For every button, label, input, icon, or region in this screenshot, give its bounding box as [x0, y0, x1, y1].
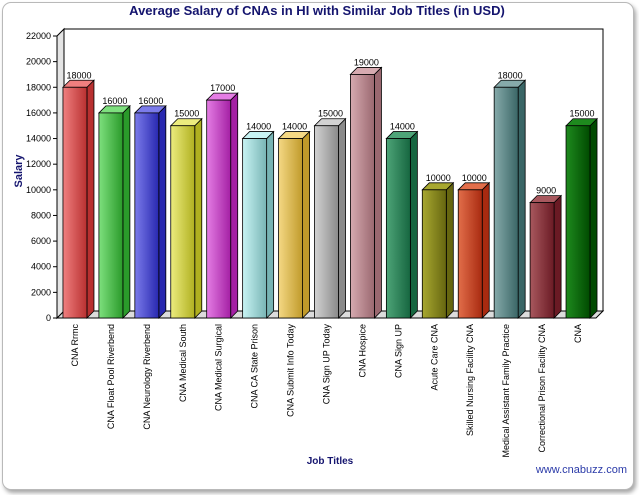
bar [421, 181, 455, 319]
y-tick-label: 2000 [31, 287, 51, 297]
value-label: 18000 [66, 70, 91, 80]
bar-front [457, 189, 483, 319]
bar [565, 117, 598, 319]
bar-side [122, 104, 131, 319]
bar-front [206, 99, 232, 319]
bar-front [278, 138, 303, 319]
category-label: Skilled Nursing Facility CNA [465, 324, 475, 436]
bar-front [170, 125, 196, 319]
y-tick-label: 12000 [26, 159, 51, 169]
bar-side [86, 79, 95, 319]
bar-side [194, 117, 203, 319]
bar-front [314, 125, 339, 319]
bar [62, 79, 95, 319]
category-label: CNA [573, 324, 583, 343]
y-tick-label: 0 [46, 313, 51, 323]
y-axis-ticks: 0 2000 4000 6000 8000 10000 12000 14000 16000 180… [26, 31, 57, 323]
value-label: 14000 [246, 122, 271, 132]
bar-side [553, 194, 562, 319]
bar-side [374, 66, 382, 319]
bar-side [338, 117, 346, 319]
y-tick-label: 16000 [26, 108, 51, 118]
y-tick-label: 8000 [31, 210, 51, 220]
value-label: 17000 [210, 83, 235, 93]
bar-front [385, 138, 411, 319]
y-tick-label: 6000 [31, 236, 51, 246]
bar [205, 92, 239, 319]
category-label: CNA CA State Prison [250, 324, 260, 409]
bar-front [350, 74, 375, 319]
category-label: CNA Medical Surgical [214, 324, 224, 411]
bar-front [242, 138, 268, 319]
bar-side [445, 181, 454, 319]
watermark-link[interactable]: www.cnabuzz.com [535, 464, 627, 476]
y-tick-label: 20000 [26, 57, 51, 67]
value-label: 10000 [426, 173, 451, 183]
bar-front [134, 112, 160, 319]
bar-side [589, 117, 598, 319]
y-tick-label: 4000 [31, 262, 51, 272]
bar-side [481, 181, 490, 319]
y-tick-label: 22000 [26, 31, 51, 41]
bar-front [565, 125, 591, 319]
value-label: 14000 [390, 122, 415, 132]
value-label: 16000 [138, 96, 163, 106]
bar [133, 104, 167, 319]
value-label: 10000 [462, 173, 487, 183]
category-label: CNA Neurology Riverbend [142, 324, 152, 430]
category-label: CNA Hospice [357, 324, 367, 378]
value-label: 15000 [318, 109, 343, 119]
bar-side [158, 104, 167, 319]
y-tick-label: 14000 [26, 134, 51, 144]
chart-title: Average Salary of CNAs in HI with Simila… [129, 3, 505, 18]
bar-front [98, 112, 124, 319]
category-label: CNA Rrmc [70, 324, 80, 367]
bar [349, 66, 383, 319]
bar [313, 117, 347, 319]
value-label: 19000 [354, 57, 379, 67]
category-label: Medical Assistant Family Practice [501, 324, 511, 458]
category-label: CNA Sign UP [393, 324, 403, 378]
category-labels: CNA Rrmc CNA Float Pool Riverbend CNA Neur… [70, 324, 583, 458]
bar-front [421, 189, 447, 319]
value-label: 15000 [570, 109, 595, 119]
bars [62, 66, 598, 319]
bar [529, 194, 563, 319]
bar-side [302, 130, 310, 319]
category-label: CNA Sign UP Today [322, 324, 332, 405]
value-label: 16000 [102, 96, 127, 106]
bar-side [230, 92, 239, 319]
bar [277, 130, 311, 319]
value-label: 14000 [282, 122, 307, 132]
y-tick-label: 10000 [26, 185, 51, 195]
category-label: CNA Float Pool Riverbend [106, 324, 116, 429]
category-label: CNA Medical South [178, 324, 188, 402]
bar [241, 130, 275, 319]
value-label: 9000 [536, 186, 556, 196]
value-label: 18000 [498, 70, 523, 80]
value-labels: 18000 16000 16000 15000 17000 14000 14000 15000… [66, 57, 594, 195]
bar-front [493, 86, 519, 319]
value-label: 15000 [174, 109, 199, 119]
x-axis-title: Job Titles [306, 456, 354, 467]
bar [169, 117, 203, 319]
bar [97, 104, 131, 319]
category-label: CNA Submit Info Today [286, 324, 296, 417]
category-label: Correctional Prison Facility CNA [537, 324, 547, 453]
bar-side [266, 130, 275, 319]
y-tick-label: 18000 [26, 82, 51, 92]
category-label: Acute Care CNA [429, 324, 439, 391]
bar [457, 181, 491, 319]
bar-front [529, 202, 555, 319]
bar [493, 79, 527, 319]
bar-front [62, 86, 88, 319]
bar-side [517, 79, 526, 319]
bar-side [409, 130, 418, 319]
bar [385, 130, 419, 319]
